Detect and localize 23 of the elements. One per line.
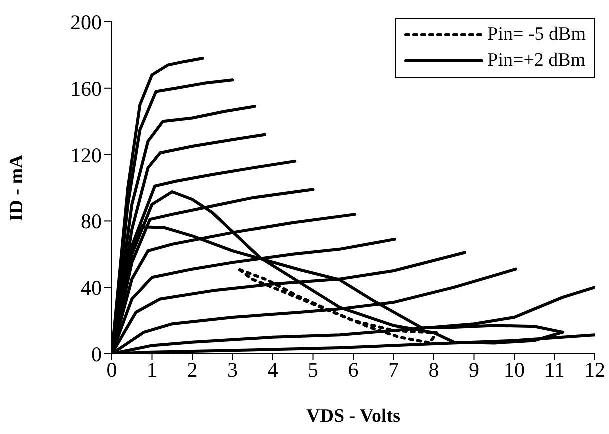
y-tick-label: 160: [70, 76, 102, 101]
y-axis-title: ID - mA: [6, 154, 28, 222]
x-tick-label: 4: [268, 358, 279, 382]
x-axis-title: VDS - Volts: [306, 406, 400, 427]
x-tick-label: 5: [308, 358, 318, 382]
x-tick-label: 2: [187, 358, 198, 382]
x-tick-label: 6: [348, 358, 359, 382]
x-tick-label: 10: [504, 358, 525, 382]
y-tick-label: 120: [70, 143, 102, 168]
legend-label: Pin= -5 dBm: [488, 23, 586, 47]
y-tick-label: 40: [81, 276, 102, 300]
y-tick-label: 0: [92, 342, 102, 366]
x-tick-label: 3: [228, 358, 238, 382]
y-tick-label: 200: [70, 10, 102, 34]
x-tick-label: 1: [147, 358, 158, 382]
x-tick-label: 7: [388, 358, 399, 382]
legend-label: Pin=+2 dBm: [488, 49, 586, 73]
x-tick-label: 12: [584, 358, 606, 382]
x-tick-label: 9: [469, 358, 480, 382]
x-tick-label: 0: [106, 358, 118, 382]
y-tick-label: 80: [81, 210, 102, 234]
x-tick-label: 8: [428, 358, 440, 382]
x-tick-label: 11: [544, 358, 565, 382]
